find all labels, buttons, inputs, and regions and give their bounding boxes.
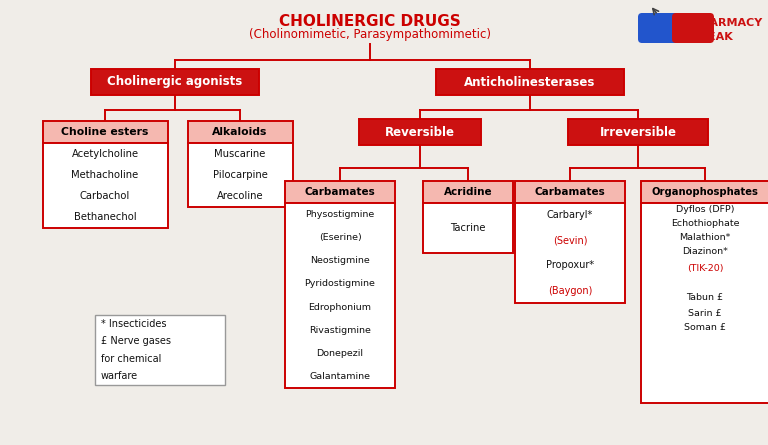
Text: Anticholinesterases: Anticholinesterases	[465, 76, 596, 89]
Text: Alkaloids: Alkaloids	[212, 127, 268, 137]
Text: Arecoline: Arecoline	[217, 191, 263, 201]
Text: Malathion*: Malathion*	[680, 234, 730, 243]
Text: Reversible: Reversible	[385, 125, 455, 138]
FancyBboxPatch shape	[423, 203, 513, 253]
Text: Galantamine: Galantamine	[310, 372, 370, 381]
Text: Carbaryl*: Carbaryl*	[547, 210, 593, 221]
FancyBboxPatch shape	[187, 143, 293, 207]
Text: FREAK: FREAK	[692, 32, 733, 42]
Text: PHARMACY: PHARMACY	[692, 18, 763, 28]
Text: (Baygon): (Baygon)	[548, 286, 592, 295]
Text: Edrophonium: Edrophonium	[309, 303, 372, 312]
Text: Bethanechol: Bethanechol	[74, 212, 136, 222]
FancyBboxPatch shape	[285, 181, 395, 203]
FancyBboxPatch shape	[515, 181, 625, 203]
Text: Carbamates: Carbamates	[305, 187, 376, 197]
Text: Neostigmine: Neostigmine	[310, 256, 370, 265]
Text: Pilocarpine: Pilocarpine	[213, 170, 267, 180]
Text: (Sevin): (Sevin)	[553, 235, 588, 246]
Text: Tacrine: Tacrine	[450, 223, 485, 233]
Text: Physostigmine: Physostigmine	[306, 210, 375, 219]
Text: Sarin £: Sarin £	[688, 308, 722, 317]
Text: Pyridostigmine: Pyridostigmine	[305, 279, 376, 288]
FancyBboxPatch shape	[672, 13, 714, 43]
FancyBboxPatch shape	[42, 121, 167, 143]
FancyBboxPatch shape	[91, 69, 259, 95]
Text: warfare: warfare	[101, 371, 138, 381]
Text: Carbachol: Carbachol	[80, 191, 130, 201]
Text: Muscarine: Muscarine	[214, 149, 266, 159]
FancyBboxPatch shape	[436, 69, 624, 95]
Text: Choline esters: Choline esters	[61, 127, 149, 137]
Text: Rivastigmine: Rivastigmine	[309, 326, 371, 335]
Text: Echothiophate: Echothiophate	[670, 219, 740, 228]
Text: (Eserine): (Eserine)	[319, 233, 362, 242]
FancyBboxPatch shape	[638, 13, 684, 43]
FancyBboxPatch shape	[359, 119, 481, 145]
Text: Donepezil: Donepezil	[316, 349, 363, 358]
FancyBboxPatch shape	[676, 17, 678, 39]
FancyBboxPatch shape	[515, 203, 625, 303]
FancyBboxPatch shape	[641, 181, 768, 203]
FancyBboxPatch shape	[42, 143, 167, 228]
FancyBboxPatch shape	[187, 121, 293, 143]
FancyBboxPatch shape	[568, 119, 708, 145]
FancyBboxPatch shape	[95, 315, 225, 385]
Text: (TIK-20): (TIK-20)	[687, 263, 723, 272]
Text: Dyflos (DFP): Dyflos (DFP)	[676, 206, 734, 214]
Text: Methacholine: Methacholine	[71, 170, 139, 180]
Text: Tabun £: Tabun £	[687, 294, 723, 303]
Text: Acridine: Acridine	[444, 187, 492, 197]
Text: * Insecticides: * Insecticides	[101, 319, 167, 329]
Text: Acetylcholine: Acetylcholine	[71, 149, 138, 158]
FancyBboxPatch shape	[423, 181, 513, 203]
FancyBboxPatch shape	[285, 203, 395, 388]
Text: for chemical: for chemical	[101, 354, 161, 364]
Text: Organophosphates: Organophosphates	[651, 187, 759, 197]
Text: Diazinon*: Diazinon*	[682, 247, 728, 256]
Text: CHOLINERGIC DRUGS: CHOLINERGIC DRUGS	[279, 14, 461, 29]
FancyBboxPatch shape	[641, 203, 768, 403]
Text: Irreversible: Irreversible	[600, 125, 677, 138]
Text: Propoxur*: Propoxur*	[546, 260, 594, 271]
Text: Soman £: Soman £	[684, 324, 726, 332]
Text: Cholinergic agonists: Cholinergic agonists	[108, 76, 243, 89]
Text: (Cholinomimetic, Parasympathomimetic): (Cholinomimetic, Parasympathomimetic)	[249, 28, 491, 41]
Text: Carbamates: Carbamates	[535, 187, 605, 197]
Text: £ Nerve gases: £ Nerve gases	[101, 336, 171, 346]
